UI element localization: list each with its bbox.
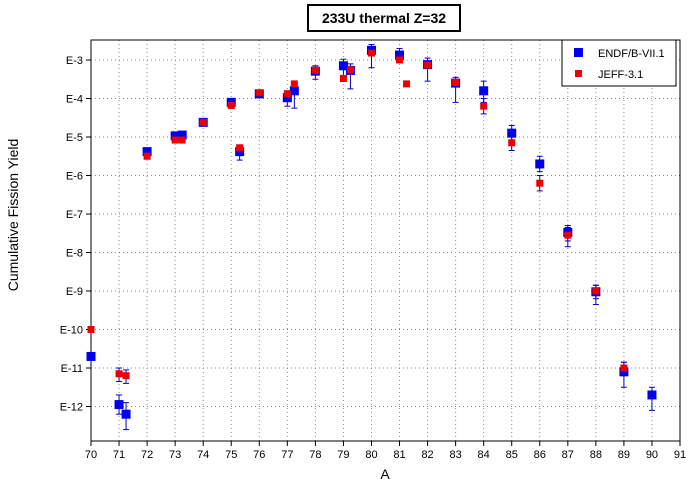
y-tick-label: E-11 (61, 363, 83, 375)
x-tick-label: 80 (365, 449, 377, 461)
x-tick-label: 84 (478, 449, 490, 461)
x-tick-label: 81 (393, 449, 405, 461)
data-point (115, 370, 123, 378)
data-point (311, 66, 319, 74)
data-point (121, 409, 131, 419)
data-point (114, 400, 124, 410)
data-point (289, 86, 299, 96)
data-point (170, 131, 180, 141)
data-point (620, 364, 628, 372)
data-point (236, 144, 244, 152)
x-tick-label: 72 (141, 449, 153, 461)
y-tick-label: E-12 (60, 402, 83, 414)
data-point (535, 159, 545, 169)
series-layer (86, 44, 657, 431)
plot-frame (90, 39, 681, 442)
chart-title: 233U thermal Z=32 (322, 10, 446, 26)
x-axis-title: A (380, 466, 390, 482)
data-point (367, 49, 375, 57)
y-tick-label: E-5 (66, 132, 83, 144)
x-tick-label: 91 (674, 449, 686, 461)
data-point (255, 89, 263, 97)
y-tick-label: E-8 (66, 248, 83, 260)
x-tick-label: 73 (169, 449, 181, 461)
data-point (177, 130, 187, 140)
data-point (479, 86, 489, 96)
legend-label-endf: ENDF/B-VII.1 (598, 48, 665, 60)
data-point (564, 231, 572, 239)
data-point (171, 136, 179, 144)
data-point (508, 139, 516, 147)
title-frame (307, 4, 461, 32)
x-tick-label: 90 (646, 449, 658, 461)
x-tick-label: 70 (85, 449, 97, 461)
x-tick-label: 75 (225, 449, 237, 461)
legend-marker-jeff (575, 70, 582, 77)
data-point (282, 93, 292, 103)
data-point (227, 101, 235, 109)
data-point (142, 147, 152, 157)
data-point (143, 152, 151, 160)
data-point (86, 351, 96, 361)
data-point (395, 50, 405, 60)
x-tick-label: 76 (253, 449, 265, 461)
data-point (592, 287, 600, 295)
data-point (396, 56, 404, 64)
x-tick-label: 86 (534, 449, 546, 461)
legend-label-jeff: JEFF-3.1 (598, 69, 643, 81)
y-tick-label: E-7 (66, 209, 83, 221)
data-point (178, 136, 186, 144)
x-tick-label: 89 (618, 449, 630, 461)
data-point (403, 80, 411, 88)
x-tick-label: 88 (590, 449, 602, 461)
x-tick-label: 87 (562, 449, 574, 461)
y-tick-label: E-3 (66, 55, 83, 67)
data-point (199, 118, 207, 126)
x-tick-label: 78 (309, 449, 321, 461)
legend-frame (561, 39, 677, 87)
x-tick-label: 85 (506, 449, 518, 461)
data-point (339, 74, 347, 82)
x-tick-label: 79 (337, 449, 349, 461)
data-point (452, 78, 460, 86)
x-tick-label: 83 (449, 449, 461, 461)
data-point (235, 147, 245, 157)
data-point (346, 66, 354, 74)
data-point (122, 372, 130, 380)
y-tick-label: E-4 (66, 94, 83, 106)
x-tick-label: 77 (281, 449, 293, 461)
legend-marker-endf (574, 48, 583, 57)
x-tick-label: 74 (197, 449, 209, 461)
data-point (290, 80, 298, 88)
x-tick-label: 71 (113, 449, 125, 461)
y-tick-label: E-6 (66, 171, 83, 183)
data-point (87, 326, 95, 333)
data-point (507, 128, 517, 138)
y-tick-label: E-9 (66, 286, 83, 298)
legend: ENDF/B-VII.1 JEFF-3.1 (561, 39, 677, 87)
x-tick-label: 82 (421, 449, 433, 461)
y-axis-title: Cumulative Fission Yield (5, 139, 21, 292)
data-point (283, 90, 291, 98)
axis-ticks: 70 71 72 73 74 75 76 77 78 79 80 81 82 83 84 85 86 87 88 89… (60, 55, 686, 461)
data-point (480, 102, 488, 110)
data-point (647, 390, 657, 400)
data-point (338, 61, 348, 71)
title-box: 233U thermal Z=32 (307, 4, 461, 32)
data-point (536, 179, 544, 187)
series-jeff (87, 49, 628, 384)
data-point (424, 61, 432, 69)
y-tick-label: E-10 (60, 325, 83, 337)
